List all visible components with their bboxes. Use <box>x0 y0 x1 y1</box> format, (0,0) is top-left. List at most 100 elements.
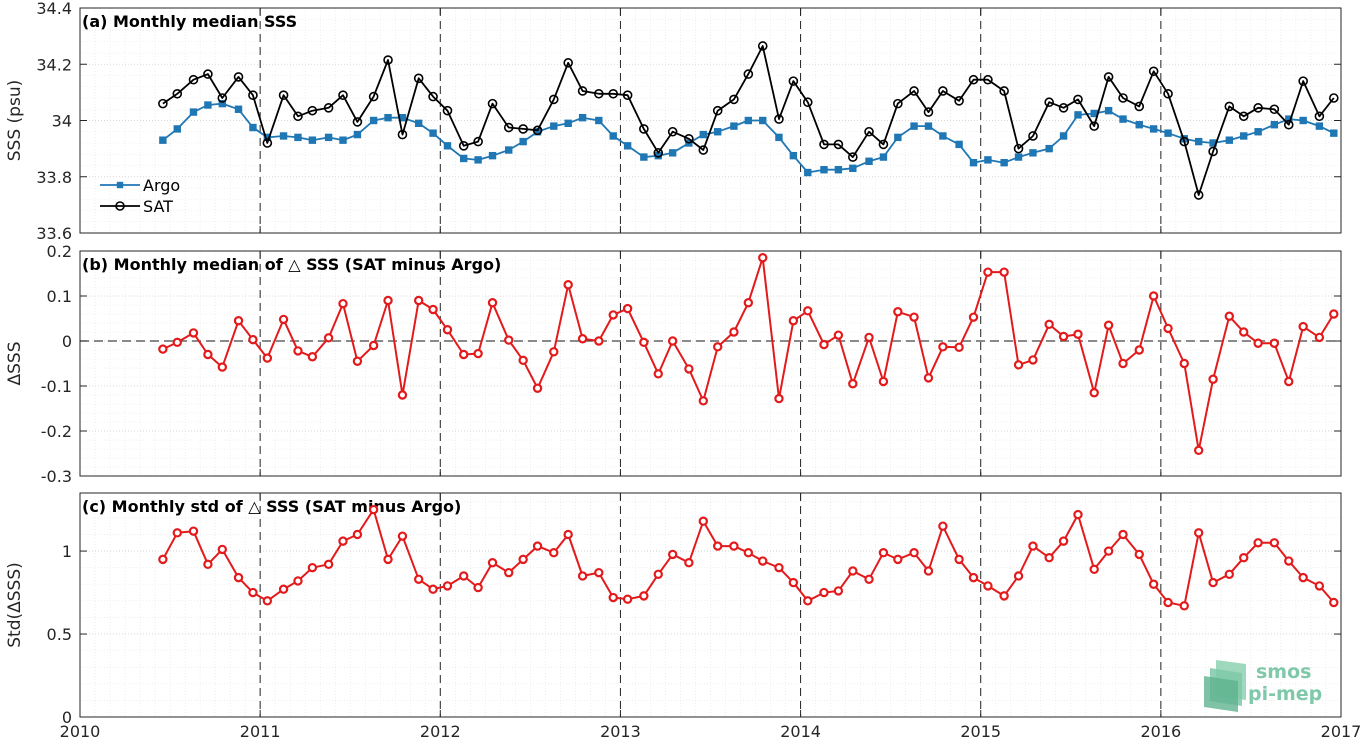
data-point <box>429 129 437 137</box>
series-line <box>162 508 1335 607</box>
data-point <box>249 123 257 132</box>
data-point <box>550 122 558 130</box>
data-point <box>338 536 348 546</box>
data-point <box>938 342 948 352</box>
x-tick-label: 2010 <box>60 722 101 741</box>
data-point <box>833 330 844 340</box>
data-point <box>518 124 528 134</box>
data-point <box>1059 132 1068 140</box>
data-point <box>1328 93 1339 103</box>
data-point <box>369 116 378 125</box>
data-point <box>788 76 799 86</box>
data-point <box>443 142 452 150</box>
data-point <box>712 105 723 116</box>
data-point <box>1058 536 1069 546</box>
data-point <box>504 335 514 345</box>
data-point <box>893 307 903 317</box>
y-tick-label: 0.5 <box>47 625 72 644</box>
data-point <box>505 146 513 154</box>
data-point <box>488 151 497 160</box>
data-point <box>1118 93 1128 103</box>
data-point <box>1179 136 1190 147</box>
data-point <box>563 58 573 68</box>
data-point <box>954 342 964 352</box>
data-point <box>352 356 363 366</box>
y-tick-label: 0 <box>62 708 72 727</box>
data-point <box>684 133 694 144</box>
data-point <box>248 334 258 345</box>
data-point <box>819 139 829 150</box>
data-point <box>158 344 168 354</box>
logo-line1: smos <box>1256 661 1311 683</box>
data-point <box>698 145 709 155</box>
data-point <box>594 567 604 578</box>
data-point <box>1013 571 1024 581</box>
data-point <box>1254 128 1262 136</box>
data-point <box>774 114 784 124</box>
data-point <box>667 549 678 560</box>
data-point <box>234 105 243 113</box>
data-point <box>218 99 227 108</box>
data-point <box>278 314 289 325</box>
data-point <box>1194 137 1203 146</box>
data-point <box>233 572 244 583</box>
data-point <box>1135 121 1143 129</box>
data-point <box>487 557 498 568</box>
data-point <box>1240 132 1248 140</box>
data-point <box>323 333 334 343</box>
data-point <box>1028 131 1038 141</box>
legend: Argo SAT <box>100 176 180 216</box>
data-point <box>667 126 678 137</box>
x-tick-label: 2012 <box>420 722 461 741</box>
data-point <box>459 349 469 360</box>
data-point <box>442 581 453 591</box>
data-point <box>428 304 438 315</box>
data-point <box>594 88 604 99</box>
data-point <box>262 353 273 363</box>
data-point <box>595 116 603 125</box>
data-point <box>279 132 288 140</box>
data-point <box>442 105 453 116</box>
data-point <box>1208 146 1218 157</box>
data-point <box>384 113 392 122</box>
data-point <box>353 130 362 139</box>
data-point <box>1134 549 1144 560</box>
y-tick-label: 1 <box>62 542 72 561</box>
data-point <box>203 69 213 79</box>
data-point <box>518 554 528 565</box>
data-point <box>203 559 213 570</box>
data-point <box>864 332 874 343</box>
y-axis-label: Std(ΔSSS) <box>5 562 25 648</box>
data-point <box>1013 360 1024 370</box>
data-point <box>473 582 483 593</box>
x-tick-label: 2016 <box>1140 722 1181 741</box>
axes-box <box>79 492 1342 718</box>
data-point <box>549 347 559 357</box>
y-tick-label: 33.8 <box>36 168 72 187</box>
y-tick-label: -0.3 <box>41 467 72 486</box>
logo-layers-icon <box>1204 660 1246 712</box>
data-point <box>999 86 1009 96</box>
data-point <box>1045 144 1053 153</box>
data-point <box>188 74 199 85</box>
data-point <box>159 136 167 144</box>
data-point <box>1253 103 1263 113</box>
data-point <box>924 122 933 130</box>
data-point <box>1269 104 1280 115</box>
data-point <box>532 383 543 393</box>
data-point <box>1029 149 1037 157</box>
data-point <box>548 94 559 105</box>
data-point <box>668 149 677 157</box>
data-point <box>564 119 572 128</box>
data-point <box>172 88 183 99</box>
data-point <box>623 142 632 150</box>
panel-title: (c) Monthly std of △ SSS (SAT minus Argo… <box>82 497 461 516</box>
data-point <box>233 72 244 82</box>
data-point <box>1329 309 1339 319</box>
x-tick-label: 2013 <box>600 722 641 741</box>
data-point <box>1224 569 1235 580</box>
data-point <box>955 140 963 149</box>
x-tick-label: 2015 <box>960 722 1001 741</box>
data-point <box>609 132 617 140</box>
data-point <box>1028 355 1038 365</box>
